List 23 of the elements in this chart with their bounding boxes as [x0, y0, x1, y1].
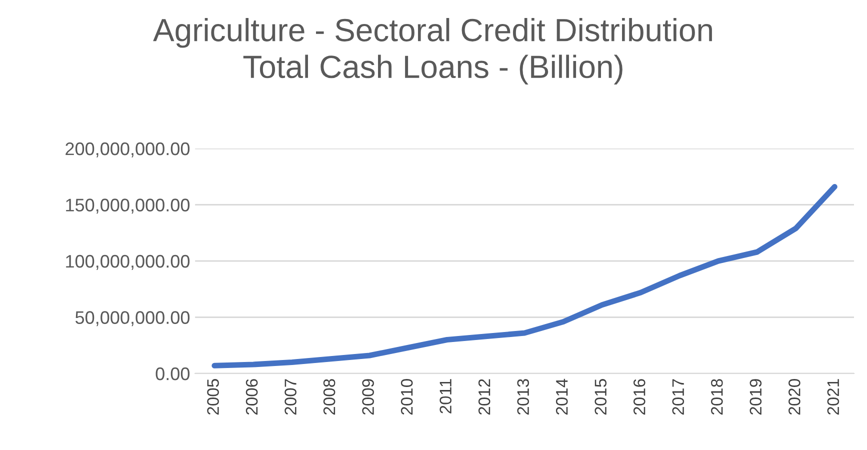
- x-tick-label: 2008: [323, 379, 336, 415]
- x-tick-label: 2005: [207, 379, 219, 415]
- y-tick-label: 100,000,000.00: [66, 254, 190, 270]
- x-tick-label: 2015: [594, 379, 607, 415]
- y-tick-label: 150,000,000.00: [66, 198, 190, 214]
- x-tick-label: 2021: [827, 379, 840, 415]
- x-tick-label: 2017: [672, 379, 684, 415]
- x-tick-label: 2020: [788, 379, 800, 415]
- x-tick-label: 2018: [711, 379, 723, 415]
- x-tick-label: 2009: [362, 379, 374, 415]
- x-tick-label: 2013: [517, 379, 530, 415]
- x-tick-label: 2014: [556, 378, 568, 415]
- x-tick-label: 2006: [246, 379, 258, 415]
- x-tick-label: 2019: [750, 379, 762, 415]
- y-tick-label: 0.00: [156, 367, 190, 380]
- chart-title: Agriculture - Sectoral Credit Distribution Total Cash Loans - (Billion): [153, 18, 712, 84]
- y-tick-label: 200,000,000.00: [66, 142, 190, 158]
- y-tick-label: 50,000,000.00: [75, 311, 190, 326]
- x-tick-label: 2011: [440, 379, 452, 414]
- x-tick-label: 2012: [478, 379, 490, 415]
- x-tick-label: 2016: [633, 379, 646, 415]
- x-tick-label: 2007: [284, 379, 296, 415]
- x-tick-label: 2010: [400, 379, 413, 415]
